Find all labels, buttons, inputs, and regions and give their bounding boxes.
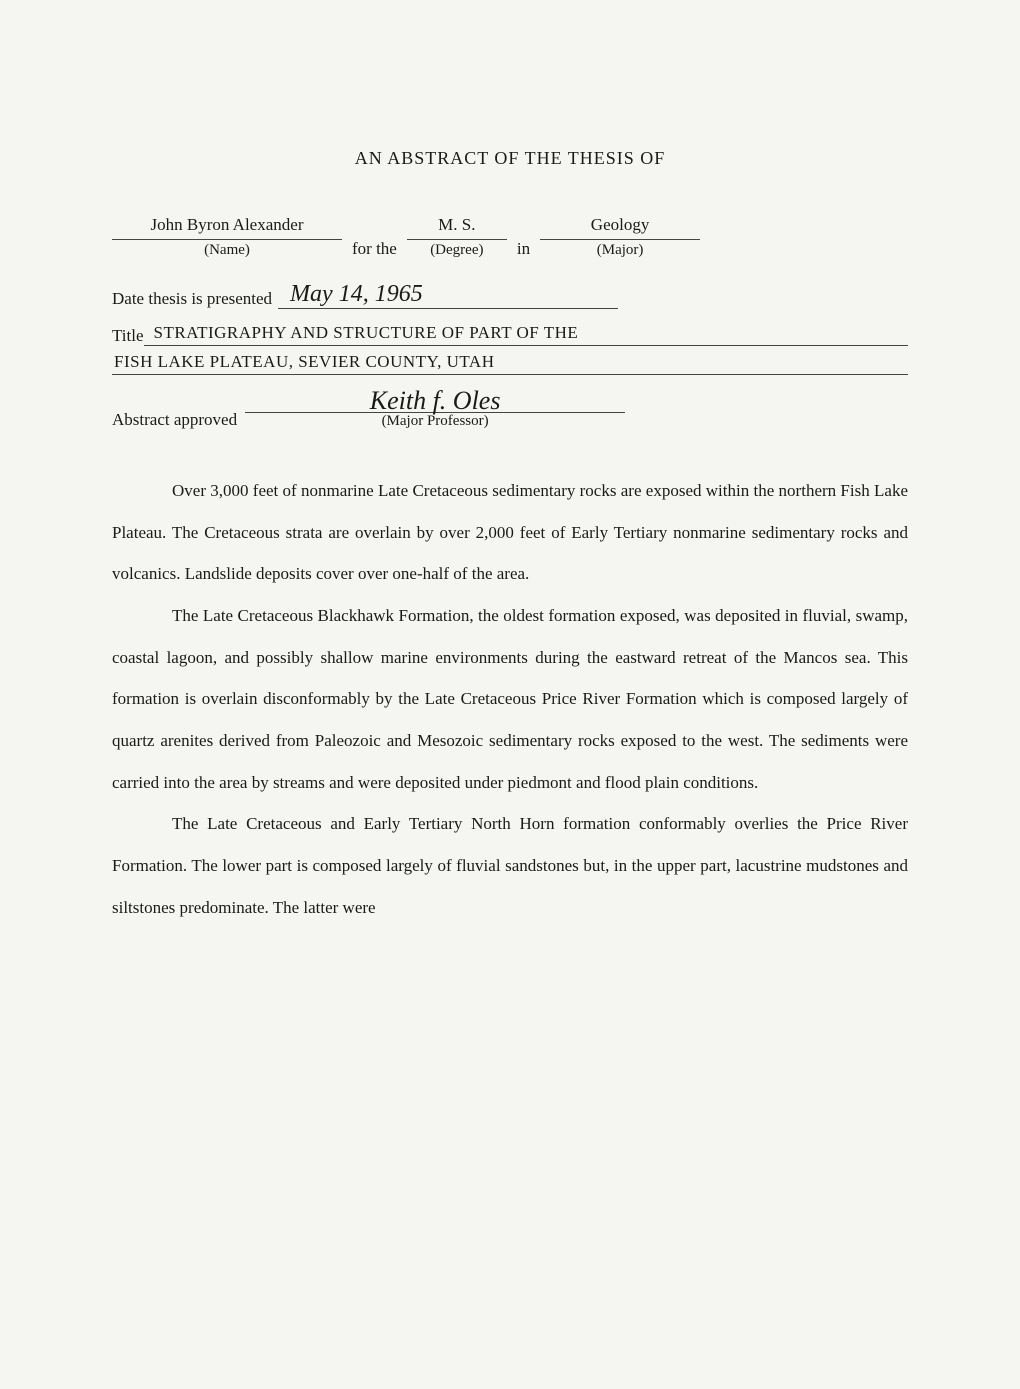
date-value: May 14, 1965 [278,281,618,309]
name-sublabel: (Name) [204,240,250,261]
major-value: Geology [540,213,700,240]
paragraph-1: Over 3,000 feet of nonmarine Late Cretac… [112,470,908,595]
major-sublabel: (Major) [597,240,644,261]
major-stack: Geology (Major) [540,213,700,261]
signature-value: Keith f. Oles [245,389,625,413]
date-label: Date thesis is presented [112,289,272,309]
title-label: Title [112,326,144,346]
page-title: AN ABSTRACT OF THE THESIS OF [112,148,908,169]
thesis-title-part2: FISH LAKE PLATEAU, SEVIER COUNTY, UTAH [112,352,908,375]
paragraph-3: The Late Cretaceous and Early Tertiary N… [112,803,908,928]
abstract-body: Over 3,000 feet of nonmarine Late Cretac… [112,470,908,928]
degree-stack: M. S. (Degree) [407,213,507,261]
paragraph-2: The Late Cretaceous Blackhawk Formation,… [112,595,908,803]
meta-block: John Byron Alexander (Name) for the M. S… [112,213,908,430]
abstract-page: AN ABSTRACT OF THE THESIS OF John Byron … [112,148,908,928]
approved-line: Abstract approved Keith f. Oles (Major P… [112,389,908,430]
name-value: John Byron Alexander [112,213,342,240]
degree-sublabel: (Degree) [430,240,483,261]
thesis-title-line-1: Title STRATIGRAPHY AND STRUCTURE OF PART… [112,323,908,346]
thesis-title-part1: STRATIGRAPHY AND STRUCTURE OF PART OF TH… [144,323,908,346]
date-line: Date thesis is presented May 14, 1965 [112,281,908,309]
degree-value: M. S. [407,213,507,240]
signature-sublabel: (Major Professor) [382,413,489,430]
meta-line-1: John Byron Alexander (Name) for the M. S… [112,213,908,261]
for-the-label: for the [352,237,397,261]
approved-label: Abstract approved [112,410,237,430]
name-stack: John Byron Alexander (Name) [112,213,342,261]
in-label: in [517,237,530,261]
signature-stack: Keith f. Oles (Major Professor) [245,389,625,430]
